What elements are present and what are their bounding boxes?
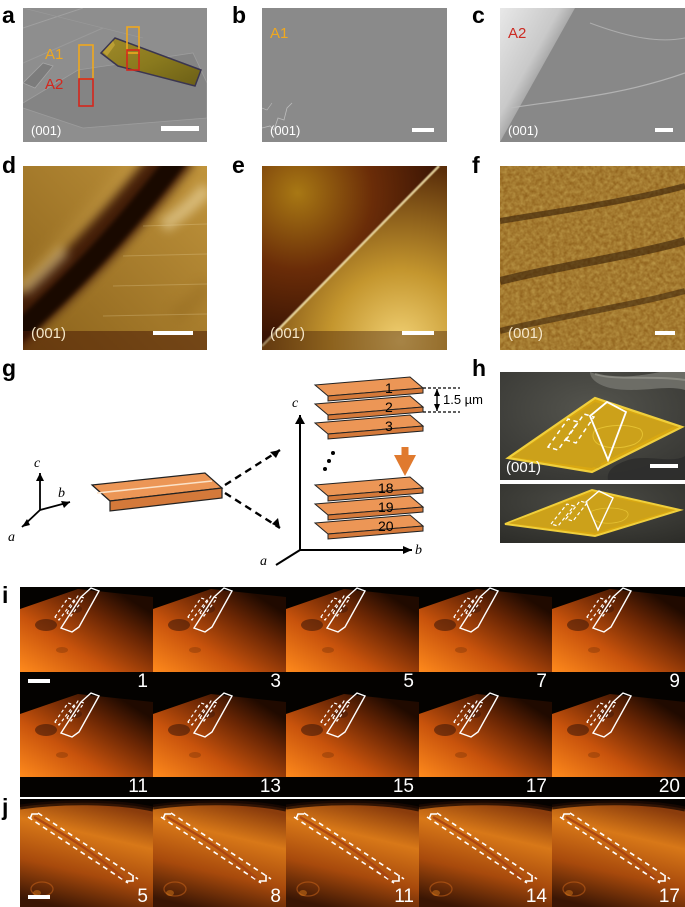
svg-text:(001): (001)	[508, 325, 543, 342]
svg-text:17: 17	[659, 886, 680, 907]
svg-text:(001): (001)	[31, 123, 61, 138]
svg-text:7: 7	[536, 671, 547, 692]
svg-text:b: b	[415, 543, 422, 558]
svg-text:A2: A2	[45, 76, 63, 93]
svg-text:a: a	[8, 530, 15, 545]
svg-text:c: c	[34, 456, 41, 471]
svg-text:8: 8	[270, 886, 281, 907]
svg-text:17: 17	[526, 776, 547, 797]
svg-text:(001): (001)	[270, 123, 300, 138]
svg-text:20: 20	[659, 776, 680, 797]
svg-text:A2: A2	[508, 25, 526, 42]
svg-text:(001): (001)	[270, 325, 305, 342]
svg-text:1: 1	[137, 671, 148, 692]
svg-text:A1: A1	[270, 25, 288, 42]
svg-text:18: 18	[378, 480, 394, 496]
svg-text:(001): (001)	[508, 123, 538, 138]
svg-text:(001): (001)	[31, 325, 66, 342]
svg-text:13: 13	[260, 776, 281, 797]
svg-text:2: 2	[385, 399, 393, 415]
svg-text:3: 3	[270, 671, 281, 692]
svg-text:15: 15	[393, 776, 414, 797]
svg-text:11: 11	[128, 776, 148, 797]
svg-text:20: 20	[378, 518, 394, 534]
svg-text:c: c	[292, 396, 299, 411]
svg-text:3: 3	[385, 418, 393, 434]
svg-text:A1: A1	[45, 46, 63, 63]
svg-text:b: b	[58, 486, 65, 501]
svg-text:19: 19	[378, 499, 394, 515]
svg-text:5: 5	[403, 671, 414, 692]
svg-text:9: 9	[669, 671, 680, 692]
svg-text:(001): (001)	[506, 459, 541, 476]
svg-text:a: a	[260, 554, 267, 569]
svg-text:5: 5	[137, 886, 148, 907]
svg-text:11: 11	[394, 886, 414, 907]
svg-text:14: 14	[526, 886, 548, 907]
svg-text:1: 1	[385, 380, 393, 396]
